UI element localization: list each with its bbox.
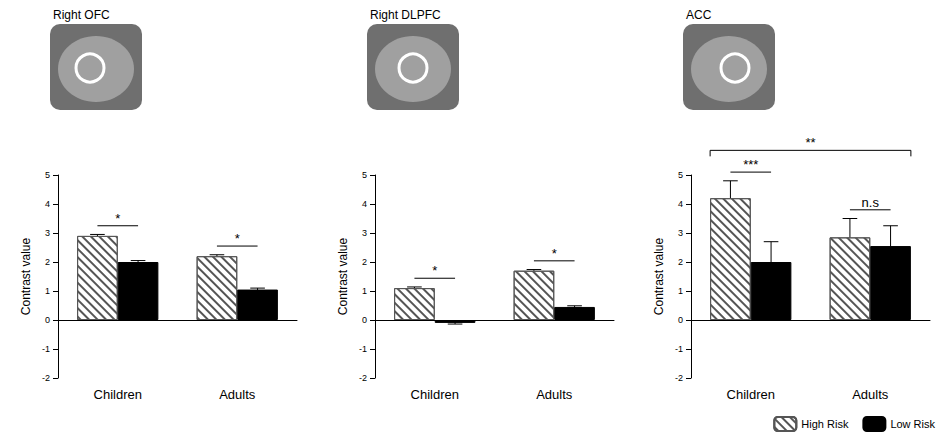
svg-text:-1: -1 [42, 344, 50, 354]
svg-text:2: 2 [45, 257, 50, 267]
svg-text:4: 4 [45, 199, 50, 209]
svg-text:*: * [115, 211, 120, 226]
svg-text:**: ** [805, 135, 815, 150]
svg-text:Right DLPFC: Right DLPFC [370, 8, 441, 22]
svg-text:-2: -2 [359, 373, 367, 383]
svg-text:High Risk: High Risk [801, 418, 849, 430]
svg-text:Children: Children [94, 387, 142, 402]
svg-text:Adults: Adults [536, 387, 573, 402]
svg-text:5: 5 [678, 170, 683, 180]
svg-text:Children: Children [727, 387, 775, 402]
svg-text:*: * [235, 231, 240, 246]
svg-text:0: 0 [45, 315, 50, 325]
svg-text:Right OFC: Right OFC [53, 8, 110, 22]
svg-text:0: 0 [362, 315, 367, 325]
svg-text:4: 4 [362, 199, 367, 209]
svg-text:Children: Children [411, 387, 459, 402]
svg-text:2: 2 [362, 257, 367, 267]
svg-text:3: 3 [45, 228, 50, 238]
svg-text:Adults: Adults [219, 387, 256, 402]
svg-text:Contrast value: Contrast value [336, 237, 350, 315]
svg-text:2: 2 [678, 257, 683, 267]
svg-text:5: 5 [362, 170, 367, 180]
svg-text:0: 0 [678, 315, 683, 325]
svg-text:*: * [552, 246, 557, 261]
svg-text:-1: -1 [359, 344, 367, 354]
svg-text:Contrast value: Contrast value [652, 237, 666, 315]
svg-text:-2: -2 [42, 373, 50, 383]
svg-text:Contrast value: Contrast value [19, 237, 33, 315]
svg-text:***: *** [743, 157, 758, 172]
svg-text:Low Risk: Low Risk [890, 418, 935, 430]
svg-text:n.s: n.s [862, 195, 880, 210]
svg-text:5: 5 [45, 170, 50, 180]
svg-text:4: 4 [678, 199, 683, 209]
svg-text:3: 3 [678, 228, 683, 238]
svg-text:ACC: ACC [686, 8, 712, 22]
svg-text:1: 1 [362, 286, 367, 296]
svg-text:-1: -1 [675, 344, 683, 354]
svg-text:1: 1 [45, 286, 50, 296]
svg-text:-2: -2 [675, 373, 683, 383]
svg-text:*: * [432, 263, 437, 278]
svg-text:3: 3 [362, 228, 367, 238]
svg-text:1: 1 [678, 286, 683, 296]
svg-text:Adults: Adults [852, 387, 889, 402]
